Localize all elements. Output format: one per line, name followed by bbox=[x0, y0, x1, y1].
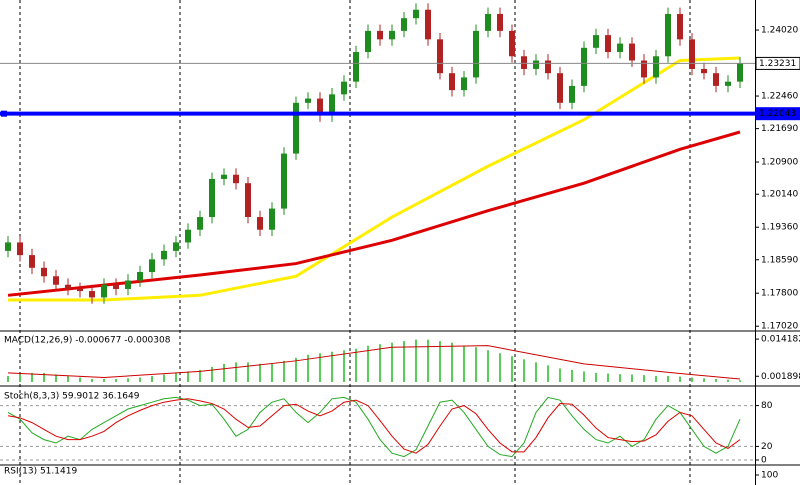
candle-body bbox=[269, 208, 275, 230]
y-tick-label: 1.22460 bbox=[761, 92, 798, 102]
candle-body bbox=[665, 13, 671, 57]
indicator-title: RSI(13) 51.1419 bbox=[4, 467, 77, 477]
candle-body bbox=[161, 250, 167, 260]
candle-body bbox=[101, 284, 107, 298]
y-tick-label: 1.17020 bbox=[761, 322, 798, 332]
y-tick-label: 0.001898 bbox=[761, 372, 800, 382]
candle-body bbox=[209, 178, 215, 218]
indicator-line bbox=[7, 130, 741, 297]
candle-body bbox=[389, 30, 395, 40]
candle-body bbox=[605, 35, 611, 53]
candle-body bbox=[65, 284, 71, 289]
candle-body bbox=[29, 255, 35, 268]
y-tick-label: 0 bbox=[761, 456, 767, 466]
candle-body bbox=[425, 9, 431, 40]
candle-body bbox=[77, 288, 83, 292]
candle-body bbox=[545, 60, 551, 74]
candle-body bbox=[89, 291, 95, 298]
candle-body bbox=[413, 9, 419, 19]
candle-body bbox=[317, 98, 323, 116]
candle-body bbox=[377, 30, 383, 40]
candle-body bbox=[281, 153, 287, 209]
indicator-line bbox=[7, 398, 741, 454]
indicator-title: MACD(12,26,9) -0.000677 -0.000308 bbox=[4, 336, 171, 346]
candle-body bbox=[305, 98, 311, 103]
y-tick-label: 1.17800 bbox=[761, 289, 798, 299]
price-level-label: 1.23231 bbox=[759, 59, 796, 69]
candle-body bbox=[689, 39, 695, 69]
y-tick-label: 1.18590 bbox=[761, 255, 798, 265]
candle-body bbox=[5, 242, 11, 251]
candle-body bbox=[713, 73, 719, 86]
candle-body bbox=[197, 217, 203, 230]
candle-body bbox=[569, 85, 575, 103]
candle-body bbox=[53, 276, 59, 285]
candle-body bbox=[401, 18, 407, 31]
indicator-title: Stoch(8,3,3) 59.9012 36.1649 bbox=[4, 392, 140, 402]
candle-body bbox=[521, 56, 527, 69]
candle-body bbox=[581, 47, 587, 86]
candle-body bbox=[641, 60, 647, 78]
indicator-line bbox=[8, 56, 741, 302]
candle-body bbox=[149, 259, 155, 273]
candle-body bbox=[473, 30, 479, 78]
candle-body bbox=[245, 183, 251, 218]
candle-body bbox=[221, 174, 227, 179]
price-level-box bbox=[755, 107, 800, 121]
candle-body bbox=[173, 242, 179, 251]
indicator-line bbox=[7, 345, 741, 380]
y-tick-label: 1.20140 bbox=[761, 190, 798, 200]
y-tick-label: 1.21690 bbox=[761, 124, 798, 134]
y-tick-label: 1.24020 bbox=[761, 26, 798, 36]
candle-body bbox=[41, 267, 47, 277]
indicator-line bbox=[7, 396, 741, 458]
price-level-handle bbox=[1, 110, 7, 117]
candle-body bbox=[593, 35, 599, 48]
price-level-box bbox=[755, 56, 800, 70]
candle-body bbox=[485, 13, 491, 31]
y-tick-label: 100 bbox=[761, 471, 778, 481]
candle-body bbox=[677, 13, 683, 40]
candle-body bbox=[125, 280, 131, 289]
candle-body bbox=[533, 60, 539, 69]
candle-body bbox=[137, 272, 143, 281]
candle-body bbox=[449, 73, 455, 91]
candle-body bbox=[365, 30, 371, 53]
y-tick-label: 0.014182 bbox=[761, 335, 800, 345]
candle-body bbox=[293, 102, 299, 154]
candle-body bbox=[737, 63, 743, 82]
candle-body bbox=[437, 39, 443, 74]
y-tick-label: 80 bbox=[761, 401, 773, 411]
candle-body bbox=[257, 217, 263, 230]
candle-body bbox=[461, 77, 467, 91]
candle-body bbox=[557, 73, 563, 103]
y-tick-label: 1.19360 bbox=[761, 223, 798, 233]
candle-body bbox=[725, 81, 731, 86]
candle-body bbox=[701, 68, 707, 74]
candle-body bbox=[233, 174, 239, 184]
candle-body bbox=[185, 229, 191, 243]
candle-body bbox=[509, 30, 515, 57]
candle-body bbox=[353, 52, 359, 82]
candle-body bbox=[113, 284, 119, 289]
candle-body bbox=[341, 81, 347, 95]
y-tick-label: 20 bbox=[761, 442, 773, 452]
candle-body bbox=[617, 43, 623, 53]
candle-body bbox=[497, 13, 503, 31]
candle-body bbox=[629, 43, 635, 61]
candle-body bbox=[329, 94, 335, 116]
price-level-label: 1.22043 bbox=[759, 109, 796, 119]
candle-body bbox=[653, 56, 659, 78]
candle-body bbox=[17, 242, 23, 256]
y-tick-label: 1.20900 bbox=[761, 158, 798, 168]
